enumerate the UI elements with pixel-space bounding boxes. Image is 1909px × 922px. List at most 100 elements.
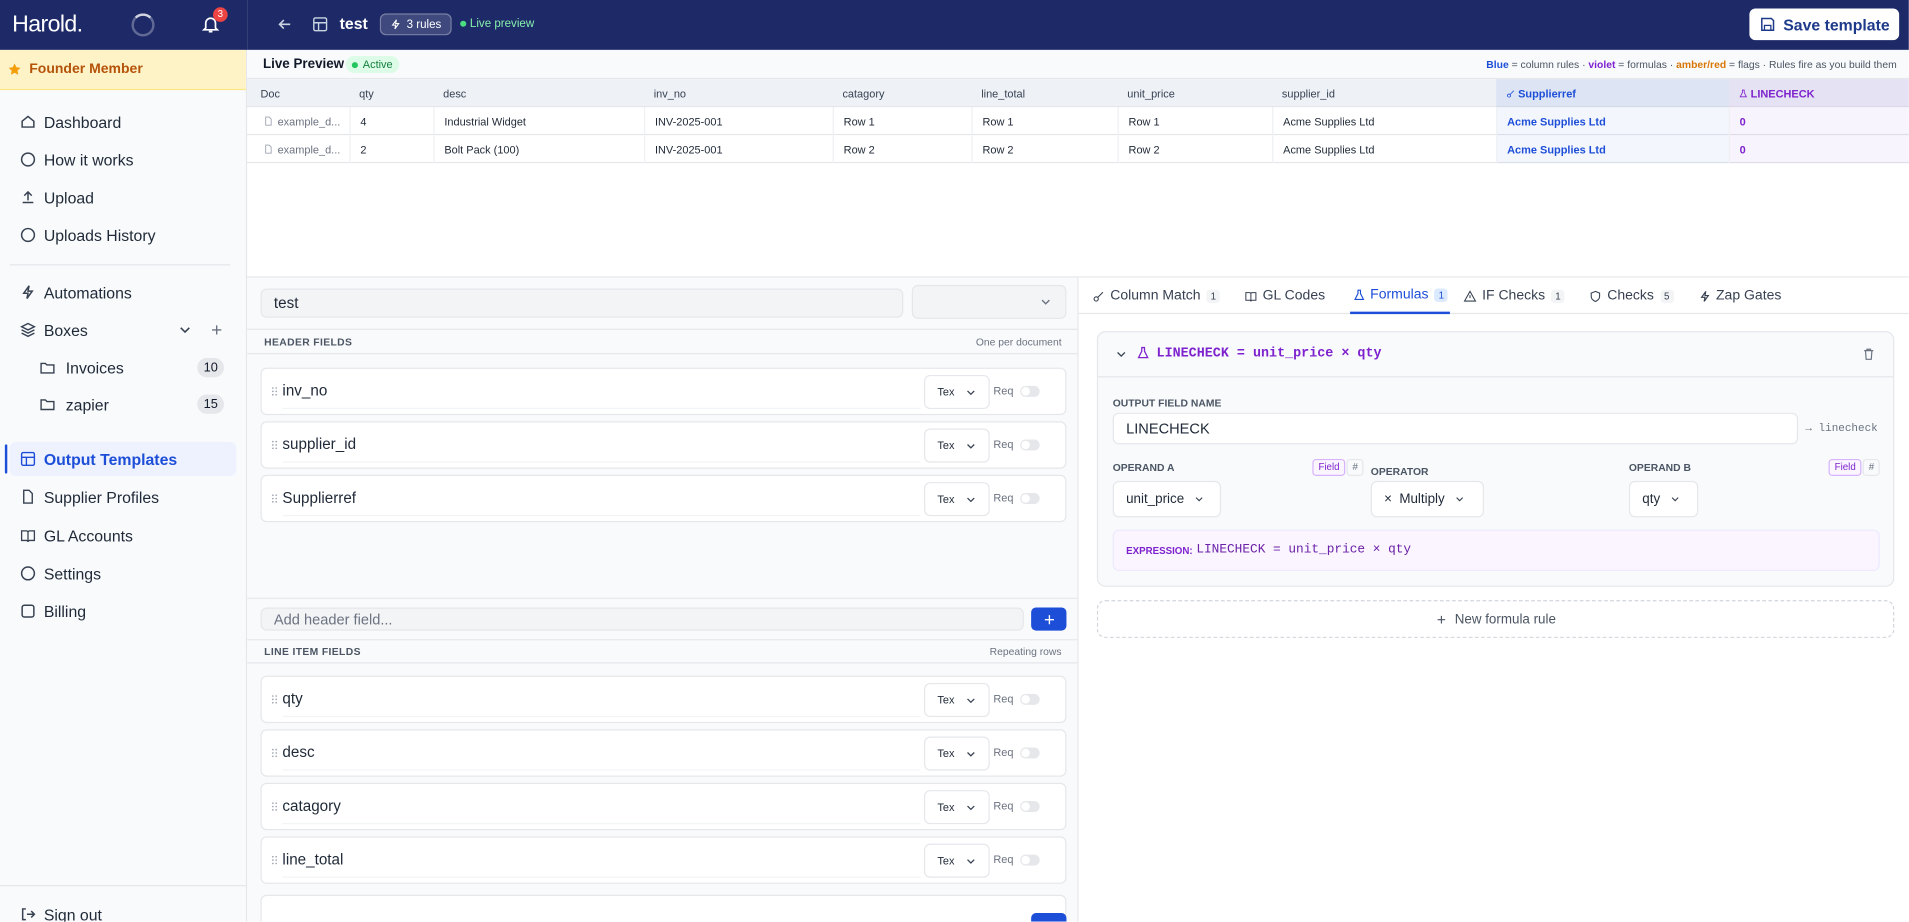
required-toggle[interactable] xyxy=(1020,385,1040,397)
field-type-select[interactable]: Tex xyxy=(924,790,990,825)
field-name-input[interactable]: desc xyxy=(282,735,921,771)
nav-item[interactable]: Invoices 10 xyxy=(29,351,236,385)
preview-title: Live Preview xyxy=(262,57,345,72)
column-header: Doc xyxy=(251,79,350,107)
back-button[interactable] xyxy=(276,16,293,39)
field-type-select[interactable]: Tex xyxy=(924,428,990,463)
new-formula-rule-button[interactable]: New formula rule xyxy=(1096,600,1895,638)
divider xyxy=(0,885,246,887)
legend-part: = formulas · xyxy=(1615,58,1677,71)
nav-item[interactable]: Billing xyxy=(10,594,236,628)
icon xyxy=(39,359,56,376)
nav-item[interactable]: GL Accounts xyxy=(10,519,236,553)
field-name-input[interactable]: inv_no xyxy=(282,374,921,410)
rule-tab[interactable]: IF Checks 1 xyxy=(1464,278,1565,315)
add-line-button[interactable] xyxy=(1031,913,1067,922)
field-type-select[interactable]: Tex xyxy=(924,736,990,771)
expression-preview: EXPRESSION: LINECHECK = unit_price × qty xyxy=(1112,529,1880,571)
column-header: desc xyxy=(433,79,644,107)
output-name-input[interactable]: LINECHECK xyxy=(1112,412,1799,445)
required-toggle[interactable] xyxy=(1020,439,1040,451)
nav-label: Output Templates xyxy=(43,449,178,469)
field-name-input[interactable]: line_total xyxy=(282,842,921,878)
table-cell: INV-2025-001 xyxy=(644,107,833,136)
field-name-input[interactable]: catagory xyxy=(282,789,921,825)
nav-item[interactable]: Upload xyxy=(10,180,236,214)
template-select[interactable] xyxy=(911,284,1067,319)
cell-text: INV-2025-001 xyxy=(654,115,723,128)
nav-item[interactable]: How it works xyxy=(10,142,236,176)
table-cell: example_d... xyxy=(251,135,350,163)
status-label: Active xyxy=(362,58,393,71)
notifications-button[interactable]: 3 xyxy=(201,7,228,34)
operator-select[interactable]: × Multiply xyxy=(1370,480,1485,518)
field-type-select[interactable]: Tex xyxy=(924,482,990,517)
template-name-input[interactable]: test xyxy=(260,288,904,318)
collapse-button[interactable] xyxy=(1114,346,1129,368)
field-name-input[interactable]: qty xyxy=(282,682,921,718)
nav-label: zapier xyxy=(65,395,109,414)
status-dot xyxy=(351,61,358,68)
field-type-select[interactable]: Tex xyxy=(924,682,990,718)
rule-tab-count: 1 xyxy=(1206,289,1221,303)
icon xyxy=(964,855,977,868)
new-formula-rule-label: New formula rule xyxy=(1454,611,1556,627)
rule-tab[interactable]: Column Match 1 xyxy=(1092,278,1221,315)
add-header-button[interactable] xyxy=(1031,607,1067,631)
field-type-select[interactable]: Tex xyxy=(924,843,990,878)
required-toggle[interactable] xyxy=(1020,801,1040,813)
icon xyxy=(19,189,36,206)
field-label: OPERAND A xyxy=(1112,461,1175,474)
nav-item[interactable]: Uploads History xyxy=(10,218,236,252)
required-toggle[interactable] xyxy=(1020,854,1040,866)
nav-item[interactable]: Boxes xyxy=(10,313,236,347)
mode-number-button[interactable]: # xyxy=(1862,458,1881,477)
nav-item[interactable]: Settings xyxy=(10,556,236,590)
rule-tab-count: 1 xyxy=(1551,289,1565,303)
preview-header: Live Preview Active Blue = column rules · … xyxy=(247,49,1909,80)
icon xyxy=(19,151,36,168)
field-label: OPERATOR xyxy=(1370,465,1429,478)
add-header-input[interactable]: Add header field... xyxy=(260,607,1024,631)
delete-rule-button[interactable] xyxy=(1861,346,1876,368)
required-label: Req xyxy=(993,853,1014,866)
operand-select[interactable]: unit_price xyxy=(1112,480,1222,518)
mode-field-button[interactable]: Field xyxy=(1828,458,1862,477)
rule-tab[interactable]: Zap Gates xyxy=(1698,278,1781,315)
icon xyxy=(1861,347,1876,362)
save-template-button[interactable]: Save template xyxy=(1749,8,1900,41)
column-header: supplier_id xyxy=(1272,79,1496,107)
mode-number-button[interactable]: # xyxy=(1346,458,1365,477)
icon xyxy=(1589,289,1602,302)
cell-text: INV-2025-001 xyxy=(654,143,723,156)
mode-field-button[interactable]: Field xyxy=(1312,458,1346,477)
divider xyxy=(9,264,231,266)
table-cell: Row 2 xyxy=(832,135,972,164)
field-name-input[interactable]: Supplierref xyxy=(282,481,921,517)
operand-select[interactable]: qty xyxy=(1628,480,1699,518)
nav-item[interactable]: Supplier Profiles xyxy=(10,480,236,514)
required-label: Req xyxy=(993,384,1014,397)
rule-tab[interactable]: GL Codes xyxy=(1244,278,1325,315)
nav-item[interactable]: zapier 15 xyxy=(29,387,236,421)
nav-label: Billing xyxy=(43,602,87,621)
field-label: OUTPUT FIELD NAME xyxy=(1112,396,1222,410)
field-type-select[interactable]: Tex xyxy=(924,374,990,410)
nav-item[interactable]: Dashboard xyxy=(10,105,236,139)
toggle-knob xyxy=(1021,855,1030,865)
nav-label: Supplier Profiles xyxy=(43,487,160,506)
nav-item[interactable]: Sign out xyxy=(10,897,236,922)
rule-tab[interactable]: Checks 5 xyxy=(1589,278,1674,315)
required-toggle[interactable] xyxy=(1020,693,1040,705)
nav-item[interactable]: Automations xyxy=(10,275,236,309)
nav-item[interactable]: Output Templates xyxy=(4,441,237,477)
sidebar: Harold. 3 Founder Member Dashboard How it wo… xyxy=(0,0,248,922)
field-name-input[interactable]: supplier_id xyxy=(282,427,921,463)
required-toggle[interactable] xyxy=(1020,493,1040,505)
icon xyxy=(39,396,56,413)
nav-label: GL Accounts xyxy=(43,526,133,545)
divider xyxy=(247,328,1078,330)
required-toggle[interactable] xyxy=(1020,747,1040,759)
rule-tab[interactable]: Formulas 1 xyxy=(1349,278,1451,315)
icon xyxy=(201,15,220,34)
